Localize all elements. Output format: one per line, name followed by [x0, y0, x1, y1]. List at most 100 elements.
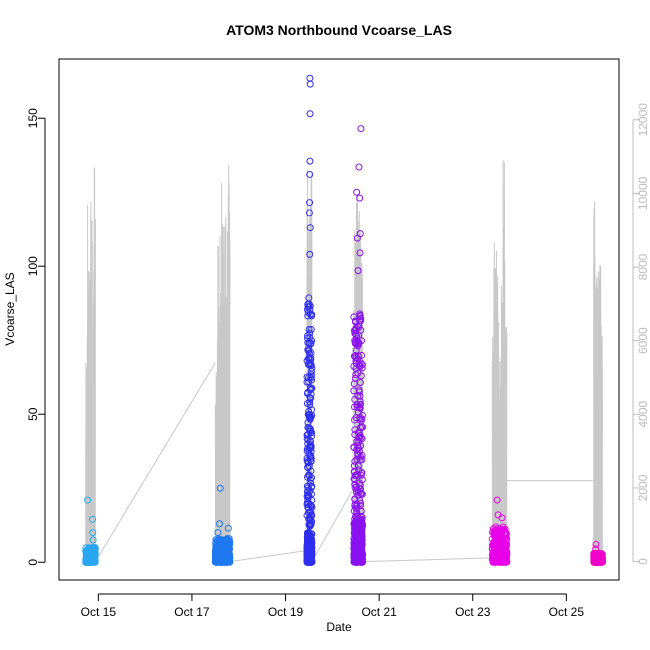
- data-point: [308, 490, 315, 498]
- x-tick-label: Oct 23: [455, 605, 491, 619]
- data-point: [491, 538, 499, 546]
- data-point: [354, 444, 362, 452]
- data-point: [84, 496, 92, 504]
- data-point: [353, 234, 361, 242]
- data-point: [357, 125, 365, 133]
- data-point: [307, 413, 315, 421]
- series-0: [82, 496, 99, 566]
- data-point: [493, 496, 501, 504]
- data-point: [303, 431, 311, 439]
- data-point: [354, 462, 362, 470]
- y-tick-label: 50: [26, 407, 40, 421]
- secondary-connector-2: [311, 487, 355, 562]
- data-point: [306, 110, 314, 118]
- secondary-connector-1: [229, 550, 308, 563]
- data-point: [304, 355, 312, 363]
- data-point: [306, 386, 314, 394]
- data-point: [304, 339, 312, 347]
- data-point: [307, 394, 315, 402]
- data-point: [306, 199, 314, 207]
- data-point: [498, 514, 506, 522]
- data-point: [359, 423, 367, 431]
- data-point: [226, 537, 233, 545]
- data-point: [356, 249, 364, 257]
- data-point: [216, 484, 224, 492]
- data-point: [494, 548, 502, 556]
- y2-tick-label: 0: [636, 558, 650, 565]
- data-point: [308, 558, 316, 566]
- data-point: [306, 401, 314, 409]
- data-point: [308, 539, 316, 547]
- data-point: [501, 558, 509, 566]
- data-point: [304, 374, 312, 382]
- data-point: [353, 188, 361, 196]
- data-point: [306, 520, 314, 528]
- data-point: [353, 403, 361, 411]
- data-point: [350, 380, 358, 388]
- data-point: [89, 536, 97, 544]
- data-point: [306, 224, 314, 232]
- data-point: [592, 540, 600, 548]
- data-point: [307, 521, 315, 529]
- data-point: [306, 305, 314, 313]
- y-tick-label: 150: [26, 108, 40, 128]
- data-point: [351, 471, 359, 479]
- data-point: [354, 442, 362, 450]
- data-point: [306, 170, 314, 178]
- series-3: [350, 125, 367, 566]
- data-point: [307, 326, 315, 334]
- data-point: [225, 557, 233, 565]
- data-point: [308, 512, 316, 520]
- data-point: [303, 488, 311, 496]
- data-point: [494, 552, 502, 560]
- data-point: [303, 373, 311, 381]
- data-point: [355, 466, 363, 474]
- data-point: [303, 378, 311, 386]
- data-point: [224, 558, 232, 566]
- data-point: [352, 365, 360, 373]
- data-point: [357, 499, 365, 507]
- data-point: [358, 476, 366, 484]
- data-point: [213, 537, 221, 545]
- data-point: [306, 384, 314, 392]
- data-point: [306, 329, 314, 337]
- points-layer: [82, 74, 606, 566]
- data-point: [352, 339, 360, 347]
- data-point: [305, 294, 313, 302]
- data-point: [88, 515, 96, 523]
- x-tick-label: Oct 19: [268, 605, 304, 619]
- x-tick-label: Oct 21: [361, 605, 397, 619]
- data-point: [350, 444, 358, 451]
- x-tick-label: Oct 25: [549, 605, 585, 619]
- data-point: [89, 529, 97, 537]
- data-point: [491, 530, 499, 538]
- y2-tick-label: 12000: [636, 103, 650, 137]
- data-point: [352, 346, 360, 354]
- data-point: [305, 326, 313, 334]
- data-point: [303, 499, 311, 507]
- data-point: [214, 529, 222, 537]
- data-point: [306, 425, 314, 433]
- data-point: [592, 545, 600, 553]
- data-point: [215, 547, 223, 555]
- y-axis-label: Vcoarse_LAS: [3, 272, 17, 345]
- data-point: [356, 310, 364, 318]
- data-point: [356, 363, 364, 371]
- data-point: [90, 547, 98, 555]
- data-point: [307, 339, 315, 347]
- data-point: [489, 548, 497, 556]
- data-point: [305, 471, 313, 479]
- data-point: [350, 507, 358, 515]
- data-point: [304, 464, 312, 472]
- data-point: [304, 458, 312, 466]
- data-point: [353, 547, 361, 555]
- data-point: [351, 538, 359, 546]
- data-point: [306, 522, 314, 530]
- data-point: [353, 332, 361, 340]
- data-point: [490, 529, 498, 537]
- data-point: [354, 267, 362, 275]
- data-point: [308, 550, 316, 558]
- data-point: [303, 552, 311, 560]
- y2-tick-label: 8000: [636, 253, 650, 280]
- y2-tick-label: 4000: [636, 401, 650, 428]
